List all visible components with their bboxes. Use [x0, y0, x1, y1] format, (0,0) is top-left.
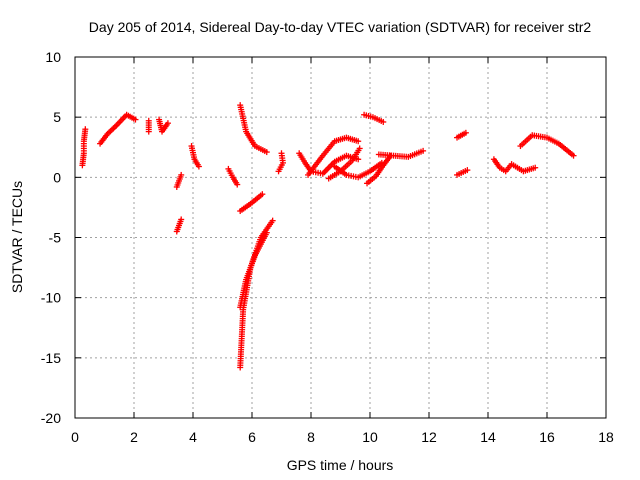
y-tick-label: -20 — [41, 410, 61, 426]
data-point — [263, 229, 270, 236]
x-tick-label: 10 — [362, 429, 378, 445]
x-tick-label: 8 — [307, 429, 315, 445]
data-point — [259, 191, 266, 198]
chart-title: Day 205 of 2014, Sidereal Day-to-day VTE… — [89, 19, 592, 35]
data-point — [269, 217, 276, 224]
y-tick-label: 10 — [45, 49, 61, 65]
data-point — [195, 163, 202, 170]
data-point — [82, 126, 89, 133]
x-tick-label: 12 — [421, 429, 437, 445]
data-point — [570, 152, 577, 159]
x-tick-label: 4 — [189, 429, 197, 445]
x-tick-label: 0 — [71, 429, 79, 445]
y-tick-label: -5 — [49, 230, 62, 246]
data-point — [464, 167, 471, 174]
y-tick-label: 0 — [53, 169, 61, 185]
data-point — [263, 149, 270, 156]
x-tick-label: 6 — [248, 429, 256, 445]
y-axis-label: SDTVAR / TECUs — [9, 181, 25, 293]
data-point — [355, 138, 362, 145]
data-point — [355, 156, 362, 163]
data-point — [178, 171, 185, 178]
tick-labels: 0 2 4 6 8 10 12 14 16 18 -20 -15 -10 -5 0 5 10 — [41, 49, 614, 445]
x-tick-label: 2 — [130, 429, 138, 445]
data-point — [164, 120, 171, 127]
x-tick-label: 16 — [539, 429, 555, 445]
data-point — [356, 145, 363, 152]
y-tick-label: -10 — [41, 290, 61, 306]
axis-ticks — [74, 56, 607, 419]
data-point — [132, 116, 139, 123]
data-point — [532, 164, 539, 171]
x-axis-label: GPS time / hours — [287, 457, 394, 473]
data-point — [178, 216, 185, 223]
grid-lines — [75, 57, 606, 418]
x-tick-label: 18 — [598, 429, 614, 445]
data-point — [278, 150, 285, 157]
y-tick-label: 5 — [53, 109, 61, 125]
y-tick-label: -15 — [41, 350, 61, 366]
data-points — [79, 102, 577, 371]
data-point — [420, 147, 427, 154]
data-point — [234, 181, 241, 188]
data-point — [380, 118, 387, 125]
data-point — [462, 129, 469, 136]
x-tick-label: 14 — [480, 429, 496, 445]
data-point — [145, 117, 152, 124]
